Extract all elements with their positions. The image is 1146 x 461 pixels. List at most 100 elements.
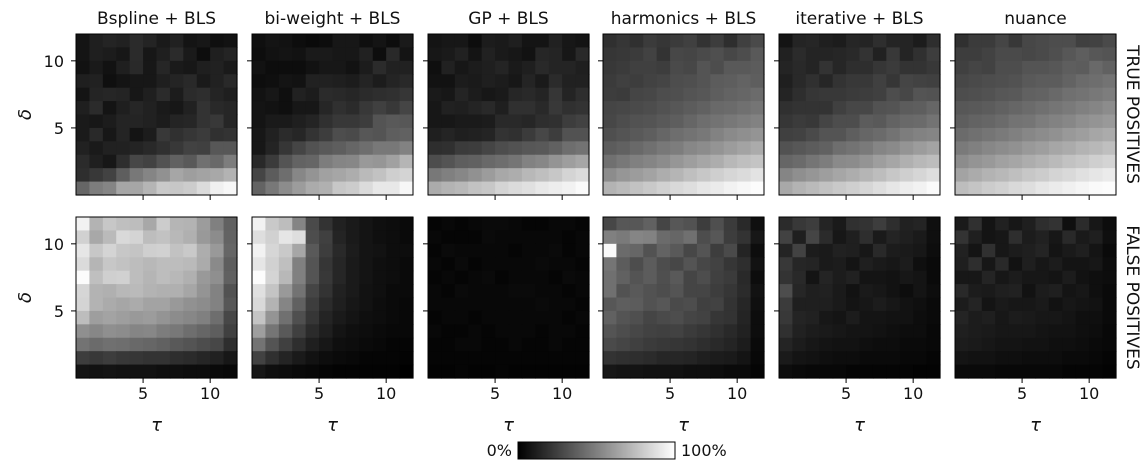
heatmap-cell <box>1008 114 1023 129</box>
heatmap-cell <box>252 101 267 116</box>
heatmap-cell <box>1089 34 1104 49</box>
heatmap-cell <box>1035 181 1050 196</box>
heatmap-cell <box>196 168 211 183</box>
heatmap-cell <box>683 324 698 339</box>
heatmap-cell <box>292 74 307 89</box>
heatmap-cell <box>386 364 401 379</box>
heatmap-cell <box>76 364 91 379</box>
heatmap-cell <box>521 364 536 379</box>
heatmap-cell <box>454 34 469 49</box>
heatmap-cell <box>399 181 414 196</box>
heatmap-cell <box>1008 284 1023 299</box>
row-label: FALSE POSITIVES <box>1122 225 1142 369</box>
heatmap-cell <box>955 297 970 312</box>
heatmap-cell <box>468 87 483 102</box>
heatmap-cell <box>656 364 671 379</box>
heatmap-cell <box>656 114 671 129</box>
heatmap-cell <box>779 34 794 49</box>
heatmap-cell <box>1008 127 1023 142</box>
heatmap-cell <box>223 230 238 245</box>
heatmap-cell <box>819 297 834 312</box>
heatmap-cell <box>683 60 698 75</box>
heatmap-cell <box>386 141 401 156</box>
heatmap-cell <box>670 74 685 89</box>
heatmap-cell <box>548 243 563 258</box>
heatmap-cell <box>210 337 225 352</box>
heatmap-cell <box>656 181 671 196</box>
heatmap-cell <box>508 47 523 62</box>
heatmap-cell <box>792 47 807 62</box>
heatmap-cell <box>1008 168 1023 183</box>
heatmap-cell <box>196 310 211 325</box>
heatmap-cell <box>872 74 887 89</box>
heatmap-cell <box>535 60 550 75</box>
heatmap-cell <box>386 60 401 75</box>
x-axis-label: τ <box>678 415 689 436</box>
heatmap-cell <box>89 351 104 366</box>
heatmap-cell <box>562 168 577 183</box>
heatmap-cell <box>319 47 334 62</box>
heatmap-cell <box>899 47 914 62</box>
heatmap-cell <box>481 34 496 49</box>
heatmap-cell <box>223 351 238 366</box>
heatmap-cell <box>723 181 738 196</box>
heatmap-cell <box>183 284 198 299</box>
heatmap-cell <box>1062 324 1077 339</box>
heatmap-cell <box>981 284 996 299</box>
heatmap-cell <box>265 324 280 339</box>
heatmap-cell <box>265 168 280 183</box>
heatmap-cell <box>129 60 144 75</box>
heatmap-cell <box>535 101 550 116</box>
heatmap-cell <box>832 114 847 129</box>
heatmap-cell <box>319 243 334 258</box>
heatmap-cell <box>805 47 820 62</box>
heatmap-cell <box>399 154 414 169</box>
heatmap-cell <box>1075 34 1090 49</box>
heatmap-cell <box>399 297 414 312</box>
heatmap-cell <box>76 243 91 258</box>
heatmap-cell <box>1089 60 1104 75</box>
heatmap-cell <box>508 101 523 116</box>
heatmap-cell <box>535 297 550 312</box>
heatmap-cell <box>683 310 698 325</box>
heatmap-cell <box>683 243 698 258</box>
heatmap-cell <box>292 284 307 299</box>
heatmap-cell <box>441 351 456 366</box>
heatmap-cell <box>819 217 834 232</box>
heatmap-cell <box>169 127 184 142</box>
heatmap-cell <box>832 351 847 366</box>
heatmap-cell <box>603 154 618 169</box>
heatmap-cell <box>183 324 198 339</box>
heatmap-cell <box>723 297 738 312</box>
panel-frame <box>602 216 765 379</box>
heatmap-panel-r1-c0 <box>75 216 238 379</box>
heatmap-cell <box>345 217 360 232</box>
heatmap-cell <box>723 154 738 169</box>
heatmap-cell <box>723 127 738 142</box>
heatmap-cell <box>603 168 618 183</box>
heatmap-cell <box>169 74 184 89</box>
heatmap-cell <box>629 47 644 62</box>
heatmap-cell <box>1035 217 1050 232</box>
heatmap-cell <box>819 47 834 62</box>
x-tick-label: 10 <box>552 384 572 403</box>
heatmap-cell <box>468 168 483 183</box>
heatmap-cell <box>441 87 456 102</box>
heatmap-cell <box>926 87 941 102</box>
heatmap-cell <box>913 181 928 196</box>
heatmap-cell <box>1089 181 1104 196</box>
heatmap-cell <box>1089 351 1104 366</box>
heatmap-cell <box>332 257 347 272</box>
heatmap-cell <box>129 284 144 299</box>
heatmap-cell <box>143 351 158 366</box>
heatmap-cell <box>359 230 374 245</box>
heatmap-cell <box>710 47 725 62</box>
heatmap-cell <box>102 168 117 183</box>
heatmap-cell <box>1075 337 1090 352</box>
heatmap-cell <box>156 243 171 258</box>
heatmap-cell <box>265 141 280 156</box>
heatmap-cell <box>968 74 983 89</box>
heatmap-cell <box>1062 60 1077 75</box>
heatmap-cell <box>143 364 158 379</box>
heatmap-cell <box>1089 297 1104 312</box>
